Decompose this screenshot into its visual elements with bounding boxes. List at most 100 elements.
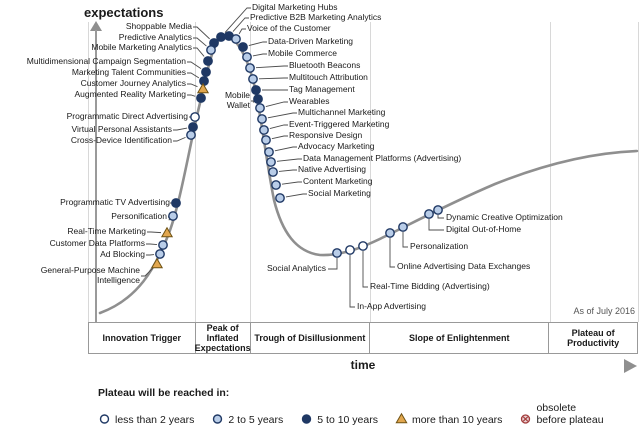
chart-item-label: Multichannel Marketing: [298, 107, 386, 117]
chart-item-label: Mobile Marketing Analytics: [91, 42, 192, 52]
callout-line: [187, 61, 202, 70]
callout-line: [248, 41, 267, 46]
callout-line: [265, 101, 288, 107]
callout-line: [258, 77, 288, 80]
legend-item: more than 10 years: [395, 412, 502, 426]
phase-gridline: [370, 22, 371, 322]
chart-item-label: Personalization: [410, 241, 469, 251]
chart-item-label: Voice of the Customer: [247, 23, 331, 33]
chart-item-label: Advocacy Marketing: [298, 141, 375, 151]
callout-line: [276, 158, 302, 162]
chart-marker-icon: [168, 211, 178, 221]
chart-item-label: Bluetooth Beacons: [289, 60, 361, 70]
chart-marker-icon: [266, 157, 276, 167]
legend-item-label: obsolete before plateau: [536, 402, 604, 426]
callout-line: [285, 193, 307, 198]
chart-marker-icon: [253, 94, 263, 104]
chart-marker-icon: [248, 74, 258, 84]
chart-item-label: Personification: [111, 211, 167, 221]
chart-marker-icon: [332, 248, 342, 258]
callout-line: [224, 7, 251, 33]
callout-line: [141, 267, 154, 277]
chart-marker-icon: [155, 249, 165, 259]
chart-item-label: Real-Time Marketing: [67, 226, 146, 236]
callout-line: [173, 136, 186, 142]
phase-cell-trough: Trough of Disillusionment: [251, 323, 371, 353]
chart-marker-icon: [395, 412, 408, 424]
chart-item-label: Content Marketing: [303, 176, 373, 186]
chart-item-label: Responsive Design: [289, 130, 363, 140]
callout-line: [173, 127, 188, 131]
chart-marker-icon: [186, 130, 196, 140]
chart-item-label: Digital Out-of-Home: [446, 224, 522, 234]
callout-line: [274, 146, 297, 152]
chart-item-label: Mobile Commerce: [268, 48, 337, 58]
y-axis-arrow-icon: [90, 21, 102, 31]
callout-line: [232, 17, 249, 32]
chart-item-label: Customer Journey Analytics: [80, 78, 186, 88]
callout-line: [187, 72, 200, 79]
legend-item: obsolete before plateau: [519, 402, 604, 426]
phase-cell-innovation-trigger: Innovation Trigger: [89, 323, 196, 353]
callout-line: [328, 258, 338, 270]
chart-marker-icon: [271, 180, 281, 190]
chart-item-label: Marketing Talent Communities: [71, 67, 186, 77]
legend-item-label: 5 to 10 years: [317, 413, 378, 426]
chart-marker-icon: [268, 167, 278, 177]
callout-line: [271, 135, 288, 140]
chart-item-label: Customer Data Platforms: [49, 238, 145, 248]
phase-gridline: [550, 22, 551, 322]
callout-line: [267, 112, 297, 119]
x-axis-label: time: [350, 358, 376, 372]
legend-item: less than 2 years: [98, 412, 194, 426]
chart-marker-icon: [261, 135, 271, 145]
legend-marker-icon: [521, 414, 531, 424]
chart-marker-icon: [358, 241, 368, 251]
chart-marker-icon: [150, 257, 164, 269]
chart-item-label: Ad Blocking: [100, 249, 145, 259]
chart-item-label: Multitouch Attribution: [289, 72, 368, 82]
chart-marker-icon: [251, 85, 261, 95]
chart-item-label: Multidimensional Campaign Segmentation: [26, 56, 186, 66]
callout-line: [278, 169, 297, 172]
chart-marker-icon: [257, 114, 267, 124]
chart-item-label: Mobile Wallet: [224, 90, 250, 110]
chart-marker-icon: [245, 63, 255, 73]
chart-marker-icon: [190, 112, 200, 122]
chart-marker-icon: [385, 228, 395, 238]
chart-item-label: Cross-Device Identification: [70, 135, 172, 145]
legend-marker-icon: [99, 414, 110, 424]
callout-line: [428, 219, 444, 231]
chart-item-label: Wearables: [289, 96, 330, 106]
callout-line: [193, 26, 210, 40]
phase-band: Innovation Trigger Peak of Inflated Expe…: [88, 322, 638, 354]
chart-item-label: General-Purpose Machine Intelligence: [40, 265, 140, 285]
chart-marker-icon: [206, 45, 216, 55]
as-of-date: As of July 2016: [573, 306, 635, 316]
chart-item-label: Programmatic TV Advertising: [60, 197, 170, 207]
chart-item-label: Shoppable Media: [125, 21, 192, 31]
chart-marker-icon: [199, 76, 209, 86]
chart-marker-icon: [275, 193, 285, 203]
legend-item-label: less than 2 years: [115, 413, 195, 426]
callout-line: [193, 47, 205, 57]
callout-line: [402, 232, 408, 248]
chart-item-label: In-App Advertising: [357, 301, 426, 311]
phase-cell-slope: Slope of Enlightenment: [370, 323, 550, 353]
legend-item: 5 to 10 years: [300, 412, 378, 426]
chart-marker-icon: [521, 414, 531, 424]
callout-line: [362, 251, 368, 288]
callout-line: [187, 83, 198, 88]
chart-marker-icon: [398, 222, 408, 232]
callout-line: [193, 37, 207, 47]
callout-line: [147, 231, 162, 234]
chart-item-label: Virtual Personal Assistants: [71, 124, 172, 134]
phase-gridline: [195, 22, 196, 322]
chart-marker-icon: [99, 414, 110, 424]
chart-marker-icon: [238, 42, 248, 52]
legend-marker-icon: [395, 412, 408, 424]
legend-heading: Plateau will be reached in:: [98, 387, 230, 399]
chart-item-label: Augmented Reality Marketing: [74, 89, 186, 99]
